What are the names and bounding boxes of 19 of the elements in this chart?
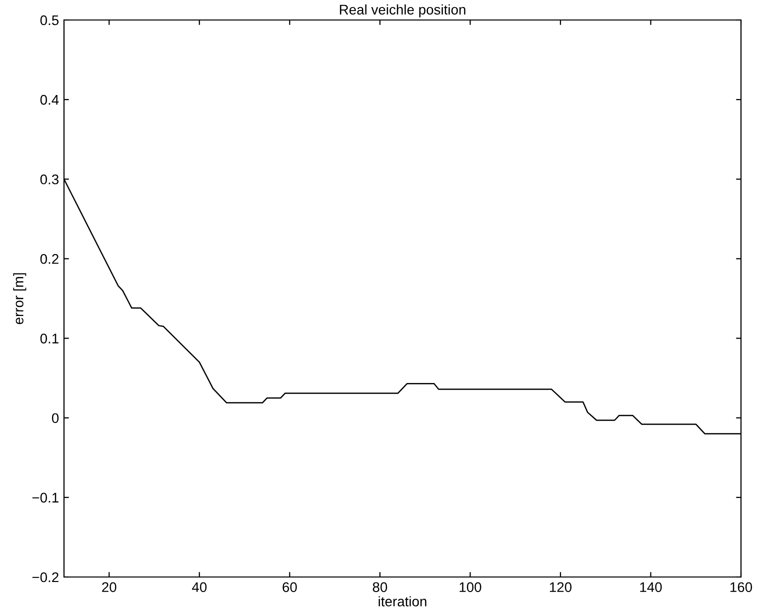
y-tick-label: 0.3 [40, 174, 59, 184]
y-tick-label: −0.1 [32, 492, 58, 503]
x-tick-label: 60 [282, 582, 297, 592]
x-tick-label: 80 [372, 582, 388, 592]
x-tick-label: 160 [730, 582, 752, 592]
y-tick-label: 0.1 [40, 334, 58, 344]
y-axis-title: error [m] [13, 273, 26, 324]
y-tick-label: 0 [52, 413, 59, 424]
y-tick-label: 0.4 [40, 94, 59, 105]
x-axis-title: iteration [378, 596, 426, 606]
y-tick-label: 0.5 [40, 15, 59, 26]
x-tick-label: 40 [192, 582, 207, 592]
x-tick-label: 20 [102, 582, 116, 592]
chart-title: Real veichle position [340, 4, 466, 18]
y-tick-label: −0.2 [32, 572, 58, 582]
x-tick-label: 100 [460, 582, 482, 592]
y-tick-label: 0.2 [40, 254, 58, 264]
x-tick-label: 120 [550, 582, 572, 592]
x-tick-label: 140 [640, 582, 662, 592]
